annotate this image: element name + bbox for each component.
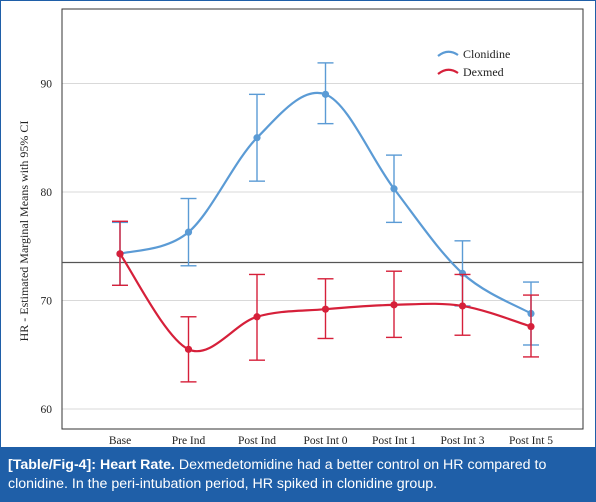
data-point	[390, 185, 398, 193]
data-point	[184, 345, 193, 353]
grid	[62, 83, 583, 410]
x-tick-label: Pre Ind	[172, 435, 206, 447]
x-tick-label: Post Int 1	[372, 435, 416, 447]
chart: 60 70 80 90 Base Pre Ind Post Ind Post Int 0 Pos…	[17, 8, 584, 447]
plot-frame	[61, 8, 584, 430]
y-tick-label: 90	[41, 79, 53, 91]
data-point	[321, 305, 330, 313]
legend: Clonidine Dexmed	[437, 47, 510, 79]
legend-swatch	[437, 68, 459, 75]
x-tick-label: Base	[109, 435, 131, 447]
data-point	[184, 228, 193, 236]
data-point	[116, 250, 124, 258]
data-point	[321, 90, 330, 98]
data-point	[458, 302, 467, 310]
series-dexmed	[112, 220, 539, 383]
y-axis-label: HR - Estimated Marginal Means with 95% C…	[17, 121, 31, 342]
series-layer	[112, 62, 539, 383]
caption-title: Heart Rate.	[99, 457, 175, 473]
data-point	[527, 322, 535, 331]
data-point	[390, 301, 398, 309]
axes: 60 70 80 90 Base Pre Ind Post Ind Post Int 0 Pos…	[41, 8, 584, 447]
legend-label: Dexmed	[463, 65, 504, 79]
y-tick-label: 60	[41, 404, 53, 416]
x-tick-label: Post Int 0	[303, 435, 347, 447]
legend-swatch	[437, 50, 459, 57]
data-point	[458, 269, 467, 277]
caption-label: [Table/Fig-4]:	[8, 457, 97, 473]
data-point	[253, 134, 261, 142]
figure-caption: [Table/Fig-4]: Heart Rate. Dexmedetomidi…	[1, 447, 595, 501]
x-tick-label: Post Ind	[238, 435, 276, 447]
caption-text: Dexmedetomidine had a better control on …	[8, 457, 547, 492]
x-tick-label: Post Int 3	[440, 435, 484, 447]
x-tick-label: Post Int 5	[509, 435, 553, 447]
y-tick-label: 70	[41, 296, 53, 308]
y-tick-label: 80	[41, 187, 53, 199]
data-point	[253, 313, 261, 321]
legend-label: Clonidine	[463, 47, 510, 61]
